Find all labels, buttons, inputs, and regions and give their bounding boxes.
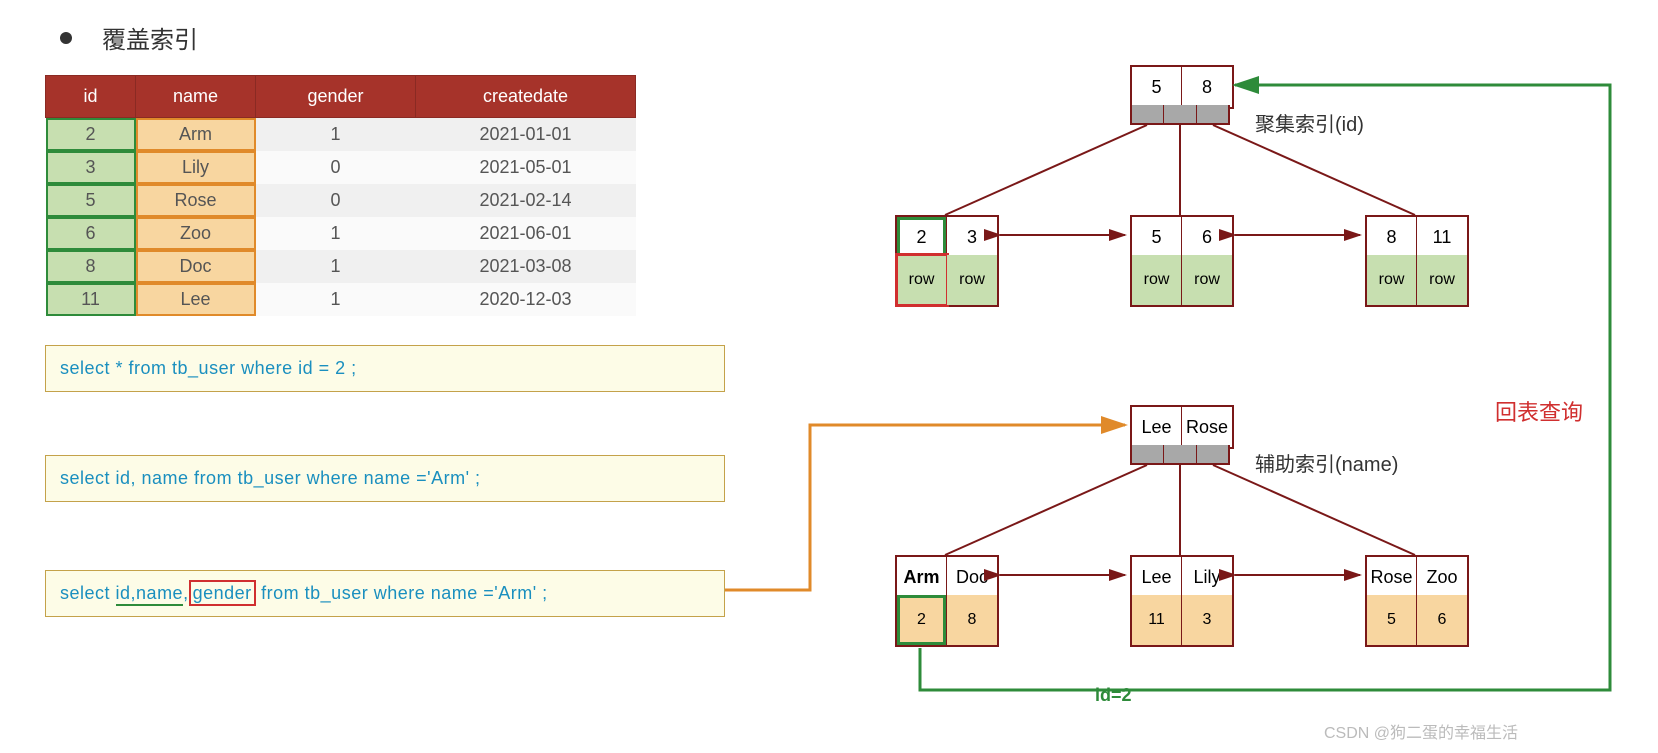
cell-id: 5 <box>46 184 136 217</box>
tree-data-cell: row <box>947 255 997 305</box>
cell-id: 3 <box>46 151 136 184</box>
tree-pointer-row <box>1130 445 1230 465</box>
cell-name: Doc <box>136 250 256 283</box>
tree-node: LeeRose <box>1130 405 1234 449</box>
page-title: 覆盖索引 <box>102 20 198 55</box>
cell-gender: 0 <box>256 184 416 217</box>
col-id: id <box>46 76 136 118</box>
tree-key: Lee <box>1132 407 1182 447</box>
sql-query-1: select * from tb_user where id = 2 ; <box>45 345 725 392</box>
sql3-underline: id,name <box>116 583 184 606</box>
tree-key: 3 <box>947 217 997 257</box>
tree-data-cell: 6 <box>1417 595 1467 645</box>
tree-leaf-data: 28 <box>895 595 999 647</box>
tree-node: 23 <box>895 215 999 259</box>
tree-node: 56 <box>1130 215 1234 259</box>
cell-gender: 0 <box>256 151 416 184</box>
tree-node: ArmDoc <box>895 555 999 599</box>
tree-leaf-data: 113 <box>1130 595 1234 647</box>
clustered-index-label: 聚集索引(id) <box>1255 108 1364 137</box>
cell-name: Lily <box>136 151 256 184</box>
tree-data-cell: row <box>1182 255 1232 305</box>
tree-data-cell: 5 <box>1367 595 1417 645</box>
tree-node: RoseZoo <box>1365 555 1469 599</box>
secondary-index-label: 辅助索引(name) <box>1255 448 1398 477</box>
tree-data-cell: 8 <box>947 595 997 645</box>
cell-id: 11 <box>46 283 136 316</box>
tree-key: 6 <box>1182 217 1232 257</box>
cell-gender: 1 <box>256 118 416 152</box>
cell-date: 2021-05-01 <box>416 151 636 184</box>
col-gender: gender <box>256 76 416 118</box>
id-eq-label: id=2 <box>1095 685 1132 706</box>
data-table: id name gender createdate 2Arm12021-01-0… <box>45 75 636 316</box>
tree-key: Doc <box>947 557 997 597</box>
table-row: 3Lily02021-05-01 <box>46 151 636 184</box>
cell-date: 2021-06-01 <box>416 217 636 250</box>
table-row: 11Lee12020-12-03 <box>46 283 636 316</box>
cell-gender: 1 <box>256 250 416 283</box>
bullet-icon <box>60 32 72 44</box>
cell-gender: 1 <box>256 217 416 250</box>
tree-data-cell: 2 <box>897 595 947 645</box>
tree-leaf-data: 56 <box>1365 595 1469 647</box>
cell-name: Rose <box>136 184 256 217</box>
tree-data-cell: 3 <box>1182 595 1232 645</box>
cell-date: 2021-02-14 <box>416 184 636 217</box>
table-row: 8Doc12021-03-08 <box>46 250 636 283</box>
sql-query-2: select id, name from tb_user where name … <box>45 455 725 502</box>
col-name: name <box>136 76 256 118</box>
cell-date: 2021-01-01 <box>416 118 636 152</box>
cell-name: Arm <box>136 118 256 152</box>
tree-key: 5 <box>1132 217 1182 257</box>
table-row: 6Zoo12021-06-01 <box>46 217 636 250</box>
cell-date: 2020-12-03 <box>416 283 636 316</box>
tree-key: Lily <box>1182 557 1232 597</box>
tree-key: 2 <box>897 217 947 257</box>
cell-gender: 1 <box>256 283 416 316</box>
table-row: 5Rose02021-02-14 <box>46 184 636 217</box>
tree-key: 11 <box>1417 217 1467 257</box>
tree-data-cell: row <box>897 255 947 305</box>
tree-data-cell: row <box>1367 255 1417 305</box>
tree-key: Arm <box>897 557 947 597</box>
tree-pointer-row <box>1130 105 1230 125</box>
tree-node: 811 <box>1365 215 1469 259</box>
tree-node: 58 <box>1130 65 1234 109</box>
tree-key: 5 <box>1132 67 1182 107</box>
tree-data-cell: row <box>1132 255 1182 305</box>
tree-data-cell: 11 <box>1132 595 1182 645</box>
back-lookup-label: 回表查询 <box>1495 395 1583 427</box>
sql3-redbox: gender <box>189 580 256 606</box>
tree-node: LeeLily <box>1130 555 1234 599</box>
watermark: CSDN @狗二蛋的幸福生活 <box>1324 719 1518 743</box>
col-createdate: createdate <box>416 76 636 118</box>
tree-key: Rose <box>1182 407 1232 447</box>
cell-id: 6 <box>46 217 136 250</box>
heading-row: 覆盖索引 <box>60 20 198 55</box>
tree-leaf-data: rowrow <box>1130 255 1234 307</box>
tree-key: Lee <box>1132 557 1182 597</box>
tree-data-cell: row <box>1417 255 1467 305</box>
cell-id: 2 <box>46 118 136 152</box>
tree-key: 8 <box>1182 67 1232 107</box>
tree-leaf-data: rowrow <box>1365 255 1469 307</box>
tree-leaf-data: rowrow <box>895 255 999 307</box>
tree-key: 8 <box>1367 217 1417 257</box>
cell-date: 2021-03-08 <box>416 250 636 283</box>
table-row: 2Arm12021-01-01 <box>46 118 636 152</box>
cell-name: Zoo <box>136 217 256 250</box>
sql-query-3: select id,name,gender from tb_user where… <box>45 570 725 617</box>
tree-key: Zoo <box>1417 557 1467 597</box>
tree-key: Rose <box>1367 557 1417 597</box>
table-header-row: id name gender createdate <box>46 76 636 118</box>
cell-name: Lee <box>136 283 256 316</box>
cell-id: 8 <box>46 250 136 283</box>
sql3-pre: select <box>60 583 116 603</box>
sql3-post: from tb_user where name ='Arm' ; <box>256 583 548 603</box>
